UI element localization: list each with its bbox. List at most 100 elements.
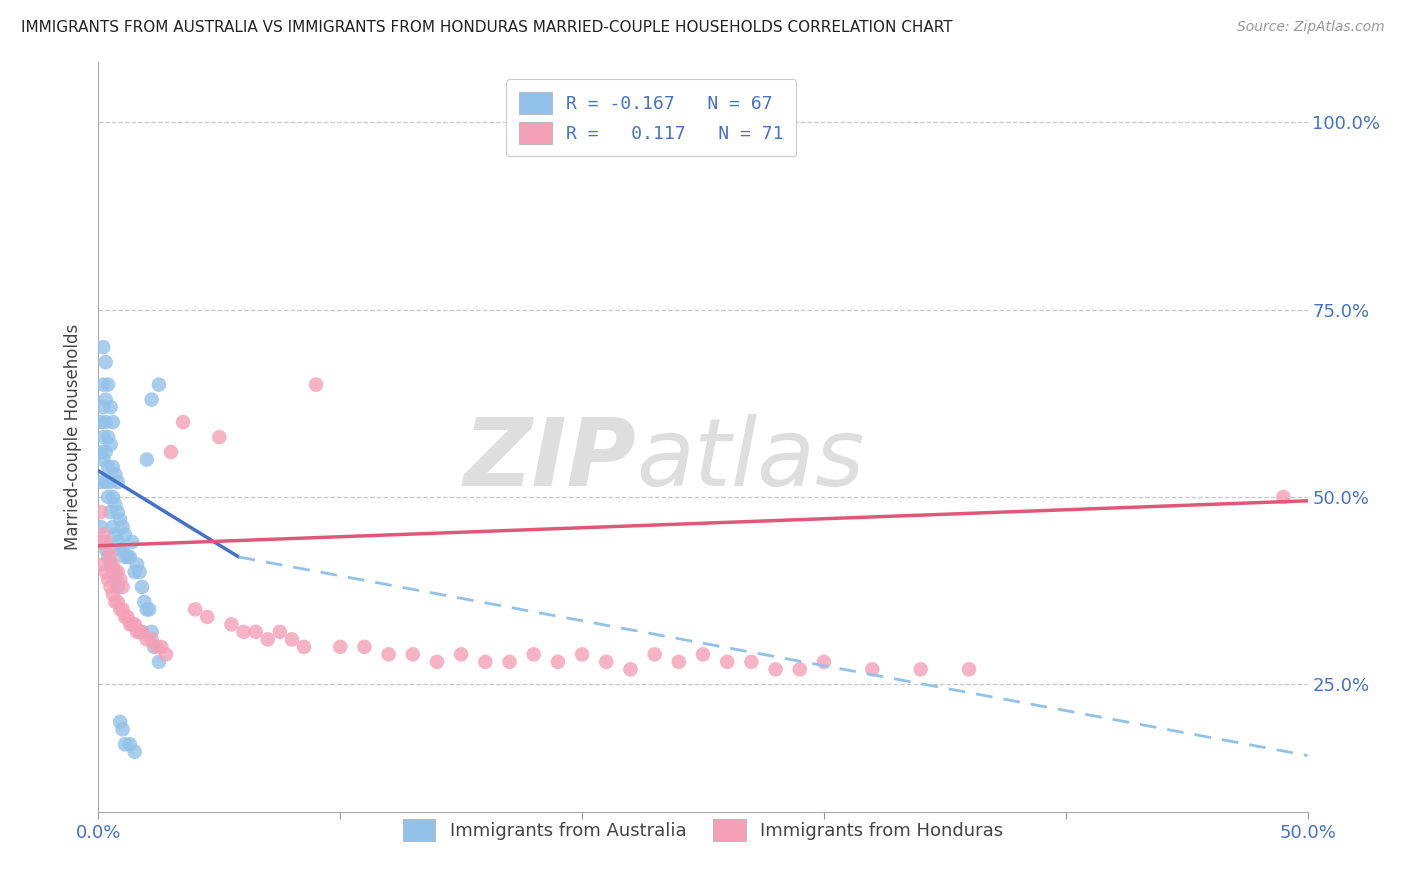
Point	[91, 527, 114, 541]
Point	[91, 400, 114, 414]
Point	[692, 648, 714, 662]
Text: IMMIGRANTS FROM AUSTRALIA VS IMMIGRANTS FROM HONDURAS MARRIED-COUPLE HOUSEHOLDS : IMMIGRANTS FROM AUSTRALIA VS IMMIGRANTS …	[21, 20, 953, 35]
Point	[107, 595, 129, 609]
Point	[148, 377, 170, 392]
Point	[292, 640, 315, 654]
Point	[281, 632, 304, 647]
Point	[100, 475, 122, 489]
Point	[256, 632, 278, 647]
Point	[118, 737, 141, 751]
Point	[101, 558, 124, 572]
Point	[118, 549, 141, 564]
Point	[644, 648, 666, 662]
Point	[91, 377, 114, 392]
Point	[97, 460, 120, 475]
Point	[121, 617, 143, 632]
Point	[104, 565, 127, 579]
Point	[141, 624, 163, 639]
Point	[135, 602, 157, 616]
Point	[474, 655, 496, 669]
Point	[245, 624, 267, 639]
Point	[127, 624, 149, 639]
Point	[90, 520, 112, 534]
Point	[131, 624, 153, 639]
Point	[108, 573, 131, 587]
Legend: Immigrants from Australia, Immigrants from Honduras: Immigrants from Australia, Immigrants fr…	[392, 807, 1014, 851]
Point	[121, 535, 143, 549]
Point	[94, 445, 117, 459]
Y-axis label: Married-couple Households: Married-couple Households	[65, 324, 83, 550]
Point	[104, 498, 127, 512]
Point	[114, 610, 136, 624]
Point	[138, 602, 160, 616]
Point	[107, 565, 129, 579]
Point	[595, 655, 617, 669]
Point	[90, 445, 112, 459]
Point	[104, 595, 127, 609]
Point	[402, 648, 425, 662]
Point	[111, 723, 134, 737]
Point	[195, 610, 218, 624]
Point	[523, 648, 546, 662]
Point	[90, 475, 112, 489]
Point	[155, 648, 177, 662]
Point	[100, 437, 122, 451]
Point	[957, 662, 980, 676]
Point	[232, 624, 254, 639]
Point	[118, 617, 141, 632]
Point	[128, 624, 150, 639]
Point	[141, 632, 163, 647]
Point	[910, 662, 932, 676]
Point	[148, 655, 170, 669]
Point	[111, 542, 134, 557]
Point	[160, 445, 183, 459]
Point	[131, 580, 153, 594]
Point	[134, 595, 156, 609]
Point	[90, 415, 112, 429]
Point	[547, 655, 569, 669]
Point	[108, 542, 131, 557]
Point	[107, 505, 129, 519]
Point	[127, 558, 149, 572]
Point	[104, 527, 127, 541]
Point	[94, 475, 117, 489]
Point	[172, 415, 194, 429]
Point	[668, 655, 690, 669]
Point	[91, 452, 114, 467]
Point	[97, 542, 120, 557]
Point	[269, 624, 291, 639]
Point	[108, 602, 131, 616]
Point	[221, 617, 243, 632]
Point	[101, 415, 124, 429]
Point	[114, 549, 136, 564]
Point	[305, 377, 328, 392]
Point	[860, 662, 883, 676]
Point	[619, 662, 641, 676]
Point	[114, 527, 136, 541]
Point	[94, 535, 117, 549]
Point	[124, 745, 146, 759]
Point	[143, 640, 166, 654]
Point	[100, 558, 122, 572]
Point	[97, 549, 120, 564]
Point	[128, 565, 150, 579]
Point	[101, 490, 124, 504]
Point	[108, 714, 131, 729]
Point	[91, 558, 114, 572]
Point	[97, 573, 120, 587]
Point	[91, 535, 114, 549]
Point	[100, 400, 122, 414]
Point	[101, 520, 124, 534]
Point	[450, 648, 472, 662]
Point	[90, 535, 112, 549]
Point	[97, 430, 120, 444]
Point	[117, 549, 139, 564]
Point	[124, 565, 146, 579]
Point	[114, 737, 136, 751]
Point	[101, 460, 124, 475]
Point	[765, 662, 787, 676]
Point	[97, 377, 120, 392]
Point	[107, 535, 129, 549]
Point	[208, 430, 231, 444]
Text: atlas: atlas	[637, 414, 865, 505]
